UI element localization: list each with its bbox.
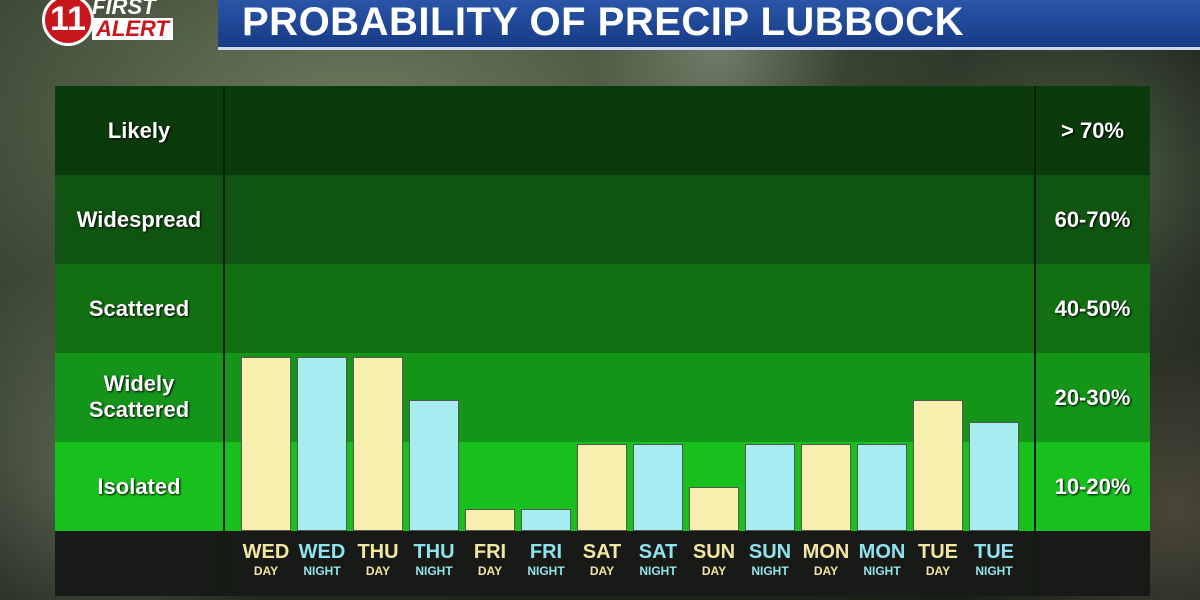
x-label-day: SAT [638,541,678,563]
x-label-period: NIGHT [751,564,789,578]
title-bar: PROBABILITY OF PRECIP LUBBOCK [218,0,1200,50]
x-label-mon-day: MON DAY [798,541,854,579]
x-label-sun-day: SUN DAY [686,541,742,579]
logo-line1: FIRST [92,0,156,19]
x-label-day: FRI [473,541,507,563]
band-likely: Likely > 70% [55,86,1150,175]
bar-wed-day [241,356,291,531]
x-label-tue-day: TUE DAY [910,541,966,579]
logo-line2: ALERT [92,18,173,40]
x-label-period: NIGHT [303,564,341,578]
x-label-period: DAY [701,564,727,578]
band-scattered: Scattered 40-50% [55,264,1150,353]
x-label-day: TUE [918,541,958,563]
channel-number: 11 [42,0,94,46]
x-label-fri-night: FRI NIGHT [518,541,574,579]
x-label-day: SAT [582,541,622,563]
x-label-period: DAY [365,564,391,578]
x-label-day: FRI [529,541,563,563]
bar-wed-night [297,356,347,531]
x-label-day: THU [357,541,399,563]
x-label-period: NIGHT [863,564,901,578]
band-range: 40-50% [1054,296,1131,321]
bar-thu-night [409,400,459,531]
band-range: 10-20% [1054,474,1131,499]
x-label-tue-night: TUE NIGHT [966,541,1022,579]
x-label-day: TUE [974,541,1014,563]
band-label: Isolated [97,474,181,499]
bar-fri-day [465,509,515,531]
bar-sun-day [689,487,739,531]
band-label: Widely Scattered [88,371,190,422]
band-range: 60-70% [1054,207,1131,232]
bar-thu-day [353,356,403,531]
logo-wordmark: FIRST ALERT [92,0,198,40]
x-label-period: DAY [253,564,279,578]
x-axis-row [55,531,1150,596]
x-label-period: DAY [589,564,615,578]
x-label-period: NIGHT [527,564,565,578]
bar-tue-day [913,400,963,531]
band-label: Likely [107,118,171,143]
x-label-thu-night: THU NIGHT [406,541,462,579]
band-label: Widespread [76,207,202,232]
band-range: > 70% [1061,118,1124,143]
x-label-period: DAY [477,564,503,578]
x-label-sat-night: SAT NIGHT [630,541,686,579]
x-label-sun-night: SUN NIGHT [742,541,798,579]
x-label-wed-day: WED DAY [238,541,294,579]
x-label-period: NIGHT [639,564,677,578]
right-divider [1034,86,1036,596]
page-title: PROBABILITY OF PRECIP LUBBOCK [242,0,964,44]
x-label-day: WED [298,541,346,563]
bar-mon-day [801,443,851,531]
precip-probability-chart: Isolated 10-20% Widely Scattered 20-30% Scat… [55,86,1150,596]
x-label-period: DAY [813,564,839,578]
band-widely-scattered: Widely Scattered 20-30% [55,353,1150,442]
bar-sat-night [633,443,683,531]
band-range: 20-30% [1054,385,1131,410]
band-label: Scattered [88,296,190,321]
x-label-wed-night: WED NIGHT [294,541,350,579]
x-label-thu-day: THU DAY [350,541,406,579]
bar-tue-night [969,421,1019,531]
x-label-day: MON [858,541,906,563]
first-alert-logo: 11 FIRST ALERT [38,0,203,48]
band-widespread: Widespread 60-70% [55,175,1150,264]
bar-fri-night [521,509,571,531]
bar-sun-night [745,443,795,531]
x-label-day: THU [413,541,455,563]
x-label-day: SUN [692,541,736,563]
x-label-day: MON [802,541,850,563]
bar-mon-night [857,443,907,531]
x-label-mon-night: MON NIGHT [854,541,910,579]
x-label-period: NIGHT [415,564,453,578]
x-label-period: NIGHT [975,564,1013,578]
x-label-fri-day: FRI DAY [462,541,518,579]
left-divider [223,86,225,596]
x-label-period: DAY [925,564,951,578]
x-label-day: WED [242,541,290,563]
x-label-day: SUN [748,541,792,563]
bar-sat-day [577,443,627,531]
x-label-sat-day: SAT DAY [574,541,630,579]
